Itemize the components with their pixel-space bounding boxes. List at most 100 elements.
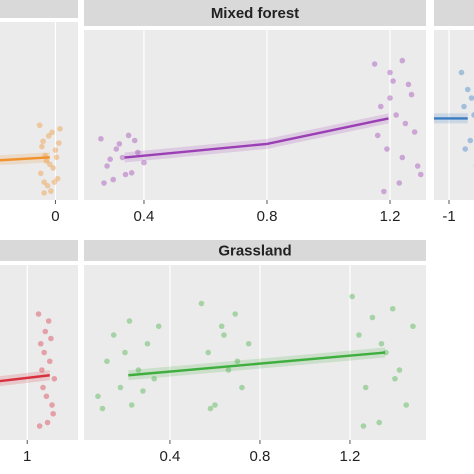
fit-line	[0, 156, 50, 162]
fit-line	[124, 117, 389, 159]
point	[141, 159, 147, 166]
strip	[0, 240, 78, 261]
x-tick-label: -1	[442, 208, 455, 225]
strip	[84, 0, 426, 26]
point	[396, 180, 403, 186]
point	[362, 384, 369, 391]
point	[53, 154, 60, 161]
point	[45, 318, 52, 324]
point	[101, 180, 107, 186]
panel-title: Grassland	[218, 242, 291, 259]
point	[36, 423, 43, 429]
point	[410, 323, 416, 330]
point	[36, 122, 43, 129]
point	[39, 143, 45, 150]
panel	[434, 30, 474, 200]
point	[126, 318, 133, 324]
point	[41, 349, 47, 356]
point	[461, 103, 467, 110]
point	[405, 81, 412, 88]
point	[42, 328, 49, 335]
x-tick-label: 0	[51, 208, 59, 225]
point	[212, 402, 218, 408]
point	[393, 112, 399, 118]
point	[387, 95, 393, 101]
point	[349, 293, 356, 300]
point	[390, 78, 396, 84]
x-tick-label: 1	[23, 448, 31, 465]
point	[414, 163, 421, 169]
point	[35, 311, 42, 317]
x-tick-label: 0.8	[250, 448, 271, 465]
point	[402, 120, 409, 127]
point	[378, 340, 385, 347]
point	[218, 323, 225, 330]
point	[205, 349, 211, 356]
point	[374, 132, 381, 139]
x-tick-label: 0.4	[160, 448, 181, 465]
point	[403, 402, 410, 408]
point	[99, 405, 106, 412]
point	[44, 419, 51, 426]
point	[37, 340, 44, 347]
point	[383, 349, 389, 356]
point	[384, 146, 390, 152]
point	[408, 91, 415, 98]
point	[221, 332, 227, 338]
panel	[84, 30, 426, 200]
point	[56, 140, 62, 146]
panel-title: Mixed forest	[211, 5, 299, 22]
point	[122, 349, 128, 356]
point	[411, 129, 418, 135]
point	[144, 340, 151, 347]
point	[387, 69, 393, 76]
point	[369, 314, 376, 321]
point	[122, 171, 129, 178]
point	[98, 136, 104, 142]
point	[49, 402, 55, 408]
point	[140, 388, 146, 394]
point	[128, 170, 135, 176]
point	[52, 147, 59, 153]
panel	[0, 22, 78, 200]
point	[462, 146, 469, 152]
point	[399, 57, 406, 64]
point	[245, 340, 252, 347]
point	[207, 405, 214, 412]
point	[471, 112, 474, 118]
point	[50, 410, 56, 417]
x-tick-label: 1.2	[380, 208, 401, 225]
point	[49, 129, 55, 136]
point	[376, 419, 383, 426]
point	[41, 190, 47, 196]
point	[117, 384, 124, 391]
point	[151, 375, 157, 382]
point	[48, 188, 54, 194]
point	[43, 393, 50, 400]
point	[51, 179, 58, 185]
fit-line	[0, 374, 50, 383]
point	[399, 154, 406, 161]
point	[46, 358, 53, 365]
strip	[434, 0, 474, 26]
point	[116, 141, 123, 147]
point	[392, 375, 398, 382]
point	[37, 170, 44, 177]
point	[57, 126, 63, 132]
point	[468, 95, 474, 101]
point	[232, 311, 238, 317]
point	[155, 323, 162, 330]
point	[40, 138, 46, 145]
panel	[0, 265, 78, 440]
point	[95, 393, 101, 400]
point	[50, 165, 56, 171]
fit-line	[128, 351, 386, 377]
point	[356, 332, 362, 338]
point	[113, 146, 120, 152]
point	[135, 149, 141, 156]
point	[234, 358, 241, 365]
x-tick-label: 0.4	[134, 208, 155, 225]
point	[198, 300, 205, 307]
point	[467, 137, 474, 144]
